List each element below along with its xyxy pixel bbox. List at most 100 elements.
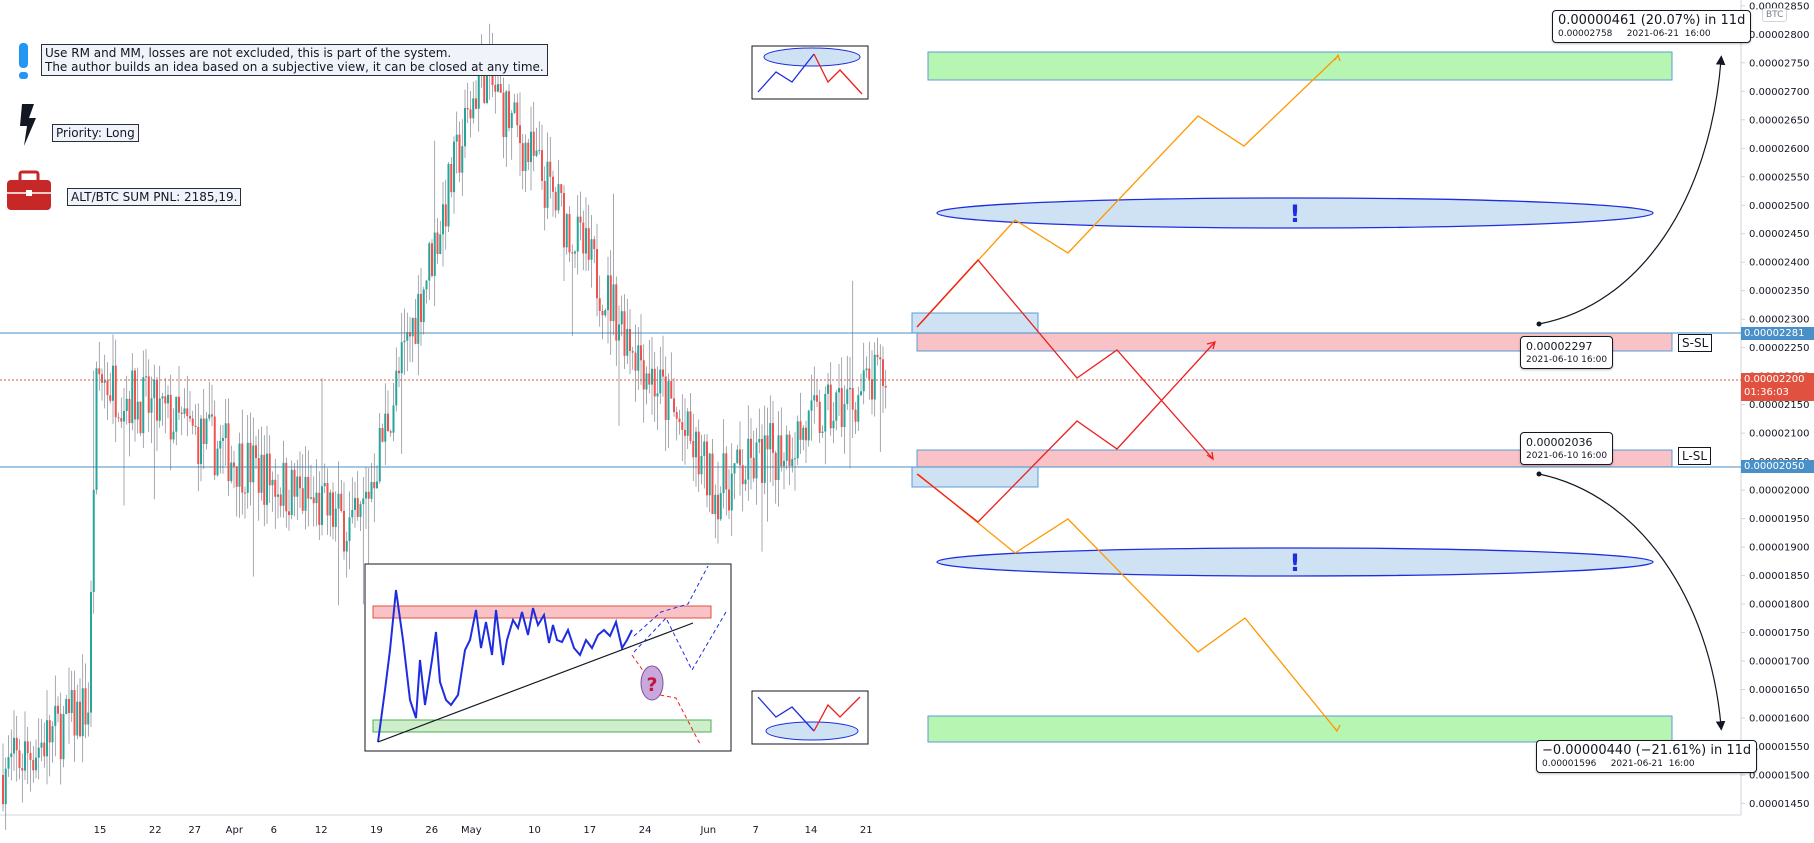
x-tick-label: 24 bbox=[639, 825, 652, 836]
candle-down bbox=[623, 311, 626, 356]
candle-up bbox=[667, 381, 670, 420]
candle-down bbox=[186, 408, 189, 417]
candle-up bbox=[843, 403, 846, 428]
candle-down bbox=[431, 243, 433, 276]
candle-down bbox=[780, 435, 783, 467]
y-tick-label: 0.00001850 bbox=[1749, 571, 1809, 582]
candle-down bbox=[197, 426, 200, 465]
candle-down bbox=[169, 394, 172, 440]
candle-down bbox=[244, 492, 246, 494]
candle-up bbox=[392, 405, 395, 433]
candle-down bbox=[164, 396, 167, 404]
candle-up bbox=[219, 440, 222, 449]
y-tick-label: 0.00001600 bbox=[1749, 713, 1809, 724]
candle-down bbox=[582, 222, 585, 254]
candle-down bbox=[634, 352, 637, 371]
candle-up bbox=[345, 540, 348, 552]
candle-down bbox=[587, 228, 590, 260]
candle-up bbox=[153, 379, 156, 399]
candle-up bbox=[205, 418, 208, 445]
y-tick-label: 0.00002450 bbox=[1749, 229, 1809, 240]
candle-up bbox=[576, 216, 579, 252]
candle-up bbox=[222, 438, 224, 441]
candle-down bbox=[670, 381, 673, 399]
candle-up bbox=[618, 324, 620, 341]
candle-down bbox=[255, 445, 257, 459]
candle-down bbox=[420, 293, 422, 322]
candle-down bbox=[178, 396, 180, 413]
candle-down bbox=[43, 742, 46, 757]
candle-down bbox=[29, 753, 32, 760]
candlestick-series bbox=[2, 23, 887, 830]
candle-down bbox=[194, 425, 197, 427]
candle-down bbox=[134, 370, 136, 420]
y-tick-label: 0.00002000 bbox=[1749, 486, 1809, 497]
candle-down bbox=[32, 759, 35, 771]
y-tick-label: 0.00002150 bbox=[1749, 400, 1809, 411]
red-path-long bbox=[916, 341, 1216, 523]
candle-down bbox=[312, 497, 315, 504]
y-tick-label: 0.00002500 bbox=[1749, 201, 1809, 212]
candle-down bbox=[268, 453, 271, 486]
candle-down bbox=[706, 441, 708, 496]
price-axis[interactable] bbox=[1741, 0, 1814, 815]
candle-up bbox=[384, 413, 387, 442]
candle-up bbox=[224, 423, 227, 439]
candle-down bbox=[79, 701, 81, 737]
candle-up bbox=[131, 370, 134, 424]
candle-up bbox=[686, 411, 689, 436]
candle-down bbox=[596, 249, 598, 299]
x-tick-label: 6 bbox=[271, 825, 277, 836]
x-tick-label: Apr bbox=[226, 825, 244, 836]
candle-down bbox=[18, 750, 21, 769]
inset-triangle-scenario: ? bbox=[364, 563, 732, 752]
candle-up bbox=[860, 391, 862, 396]
candle-down bbox=[662, 369, 664, 377]
time-axis[interactable] bbox=[0, 815, 1741, 843]
candle-down bbox=[868, 368, 871, 380]
mini-scenario-up bbox=[751, 45, 869, 100]
candle-down bbox=[101, 374, 103, 383]
candle-down bbox=[57, 705, 59, 714]
candle-down bbox=[673, 398, 675, 413]
candle-down bbox=[681, 422, 684, 430]
candle-down bbox=[114, 365, 117, 418]
candle-down bbox=[318, 492, 321, 525]
y-tick-label: 0.00002300 bbox=[1749, 315, 1809, 326]
candle-up bbox=[607, 275, 609, 311]
candle-down bbox=[601, 310, 604, 316]
candle-down bbox=[227, 423, 230, 482]
y-tick-label: 0.00001800 bbox=[1749, 600, 1809, 611]
exclamation-icon bbox=[19, 43, 28, 68]
mini-scenario-down bbox=[751, 690, 869, 745]
candle-up bbox=[65, 698, 68, 715]
candle-down bbox=[444, 204, 447, 227]
candle-down bbox=[568, 214, 571, 253]
candle-up bbox=[821, 431, 824, 434]
candle-down bbox=[475, 98, 477, 109]
candle-up bbox=[351, 509, 354, 518]
candle-up bbox=[348, 517, 351, 541]
candle-down bbox=[191, 418, 194, 426]
candle-up bbox=[736, 449, 739, 464]
candle-down bbox=[213, 416, 216, 476]
candle-down bbox=[26, 741, 29, 754]
candle-up bbox=[810, 400, 813, 411]
candle-up bbox=[359, 504, 362, 517]
candle-up bbox=[708, 453, 711, 496]
upper-result-callout: 0.00000461 (20.07%) in 11d 0.00002758 20… bbox=[1552, 10, 1752, 43]
candle-down bbox=[180, 412, 183, 414]
candle-down bbox=[876, 354, 879, 358]
candle-up bbox=[354, 498, 356, 510]
candle-down bbox=[631, 351, 634, 353]
orange-path-down bbox=[917, 473, 1338, 732]
candle-down bbox=[642, 360, 645, 390]
candle-down bbox=[502, 92, 505, 138]
candle-up bbox=[585, 228, 587, 254]
candle-up bbox=[758, 438, 761, 443]
candle-down bbox=[73, 690, 76, 736]
lower-result-callout: −0.00000440 (−21.61%) in 11d 0.00001596 … bbox=[1536, 740, 1758, 773]
y-tick-label: 0.00001900 bbox=[1749, 543, 1809, 554]
candle-up bbox=[13, 737, 15, 754]
